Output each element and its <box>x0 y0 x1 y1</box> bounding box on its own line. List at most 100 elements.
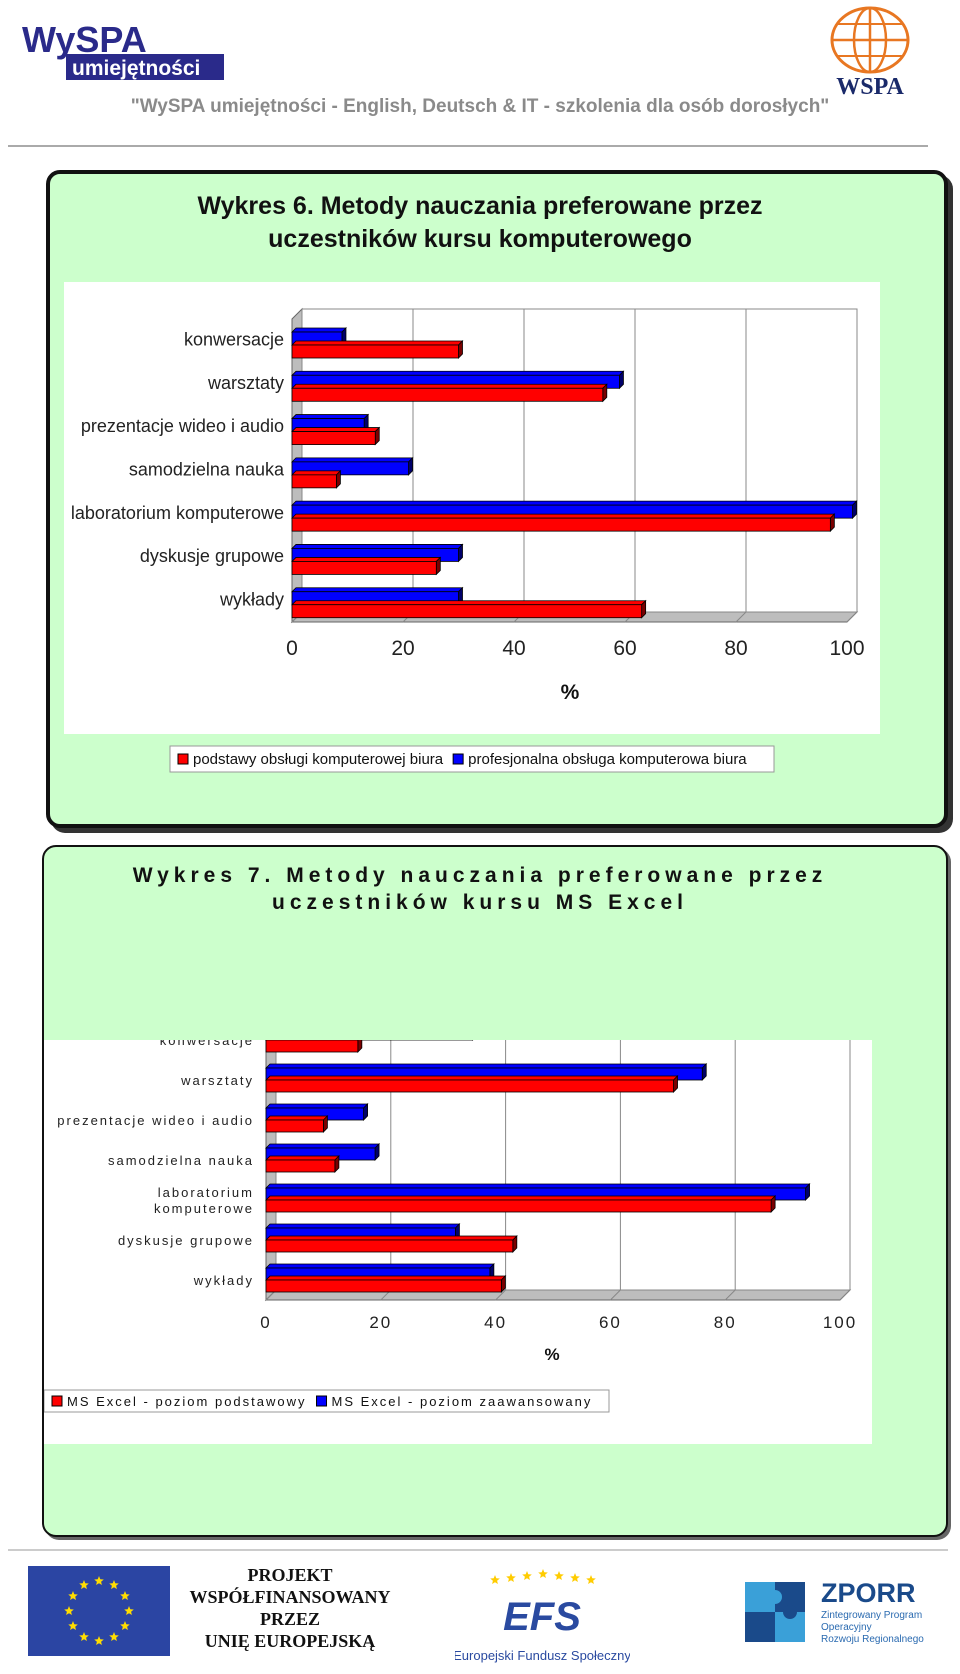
star-icon <box>538 1569 548 1578</box>
wspa-logo-text: WSPA <box>836 74 904 99</box>
chart-tick-label: 20 <box>369 1313 392 1332</box>
chart-category-label-line: warsztaty <box>207 373 284 393</box>
bar-top-face <box>291 457 414 463</box>
legend-label: MS Excel - poziom zaawansowany <box>332 1394 593 1409</box>
bar <box>265 1159 336 1173</box>
chart-tick-label: 40 <box>502 637 525 660</box>
star-icon <box>120 1591 130 1600</box>
chart-category-label: warsztaty <box>207 373 284 393</box>
star-icon <box>79 1632 89 1641</box>
chart-category-label-line: konwersacje <box>184 330 284 350</box>
chart-legend <box>169 745 775 773</box>
chart-category-label: wykłady <box>219 589 284 609</box>
chart-category-label: prezentacje wideo i audio <box>81 416 284 436</box>
star-icon <box>79 1580 89 1590</box>
project-line: WSPÓŁFINANSOWANY <box>189 1587 391 1607</box>
chart-tick-label: 40 <box>484 1313 507 1332</box>
star-icon <box>570 1573 580 1582</box>
zporr-caption-line: Operacyjny <box>821 1622 872 1633</box>
chart-category-label-line: dyskusje grupowe <box>140 546 284 566</box>
project-line: PROJEKT <box>247 1565 333 1585</box>
chart-category-label: wykłady <box>193 1273 254 1288</box>
chart-category-label: konwersacje <box>184 330 284 350</box>
bar <box>265 1119 324 1133</box>
footer-divider <box>8 1549 948 1551</box>
zporr-logo: ZPORR Zintegrowany Program Operacyjny Ro… <box>745 1578 924 1645</box>
chart-category-label-line: warsztaty <box>180 1073 254 1088</box>
chart-category-label: laboratorium komputerowe <box>154 1185 254 1216</box>
chart-category-label: dyskusje grupowe <box>140 546 284 566</box>
wyspa-logo-subtext: umiejętności <box>72 57 200 80</box>
chart-tick-label: 60 <box>613 637 636 660</box>
bar <box>291 561 437 575</box>
chart-tick-label: 100 <box>829 637 864 660</box>
efs-caption: Europejski Fundusz Społeczny <box>455 1648 630 1663</box>
legend-swatch <box>51 1395 63 1407</box>
chart-tick-label: 80 <box>714 1313 737 1332</box>
star-icon <box>68 1591 78 1600</box>
chart-6-title: Wykres 6. Metody nauczania preferowane p… <box>197 192 763 253</box>
chart-category-label-line: laboratorium <box>158 1185 254 1200</box>
bar <box>265 1040 359 1053</box>
legend-label: profesjonalna obsługa komputerowa biura <box>468 751 747 768</box>
bar-top-face <box>291 427 381 432</box>
bar-top-face <box>265 1275 507 1281</box>
header-divider <box>8 145 928 147</box>
chart-7-title: Wykres 7. Metody nauczania preferowane p… <box>132 864 828 914</box>
bar-top-face <box>265 1143 381 1149</box>
bar-top-face <box>291 600 647 606</box>
bar <box>291 474 337 489</box>
bar-top-face <box>291 383 608 389</box>
chart-6-svg: 0 20 40 60 80 100% konwersacje warsztaty prezent… <box>64 282 880 773</box>
efs-logo: EFS Europejski Fundusz Społeczny <box>455 1569 630 1663</box>
bar-top-face <box>291 587 464 593</box>
bar-top-face <box>291 500 858 506</box>
star-icon <box>68 1621 78 1630</box>
chart-category-label-line: konwersacje <box>160 1040 254 1048</box>
star-icon <box>554 1571 564 1580</box>
star-icon <box>506 1573 516 1582</box>
bar-top-face <box>265 1063 708 1069</box>
bar <box>265 1199 772 1213</box>
chart-category-label-line: dyskusje grupowe <box>118 1233 254 1248</box>
bar <box>265 1239 514 1253</box>
bar-top-face <box>265 1103 369 1109</box>
star-icon <box>94 1636 104 1645</box>
bar-top-face <box>291 513 836 519</box>
star-icon <box>64 1606 74 1615</box>
efs-logo-text: EFS <box>503 1595 581 1639</box>
bar <box>291 517 831 532</box>
bar-top-face <box>291 557 442 562</box>
chart-category-label: dyskusje grupowe <box>118 1233 254 1248</box>
star-icon <box>490 1575 500 1584</box>
wyspa-logo: WySPA umiejętności <box>22 19 224 80</box>
wyspa-logo-text: WySPA <box>22 19 147 60</box>
star-icon <box>522 1571 532 1580</box>
chart-gridline-floor <box>839 1289 851 1301</box>
chart-axis-label: % <box>561 681 580 704</box>
chart-category-label: samodzielna nauka <box>108 1153 254 1168</box>
star-icon <box>120 1621 130 1630</box>
project-line: UNIĘ EUROPEJSKĄ <box>204 1631 376 1651</box>
chart-category-label-line: wykłady <box>219 589 284 609</box>
eu-flag-icon <box>28 1566 170 1656</box>
legend-label: podstawy obsługi komputerowej biura <box>193 751 444 768</box>
chart-axis-label: % <box>544 1345 559 1364</box>
page-subtitle: "WySPA umiejętności - English, Deutsch &… <box>130 96 830 117</box>
zporr-caption-line: Zintegrowany Program <box>821 1610 922 1621</box>
legend-swatch <box>177 753 189 765</box>
chart-category-label-line: komputerowe <box>154 1201 254 1216</box>
chart-tick-label: 0 <box>260 1313 271 1332</box>
star-icon <box>124 1606 134 1615</box>
chart-category-label-line: samodzielna nauka <box>108 1153 254 1168</box>
star-icon <box>94 1576 104 1585</box>
chart-category-label: laboratorium komputerowe <box>71 503 284 523</box>
chart-category-label: samodzielna nauka <box>129 460 285 480</box>
bar-top-face <box>291 370 625 376</box>
bar <box>291 604 643 619</box>
bar <box>291 431 376 445</box>
legend-swatch <box>452 753 464 765</box>
bar-top-face <box>265 1115 329 1121</box>
chart-tick-label: 80 <box>724 637 747 660</box>
bar-top-face <box>265 1075 679 1081</box>
